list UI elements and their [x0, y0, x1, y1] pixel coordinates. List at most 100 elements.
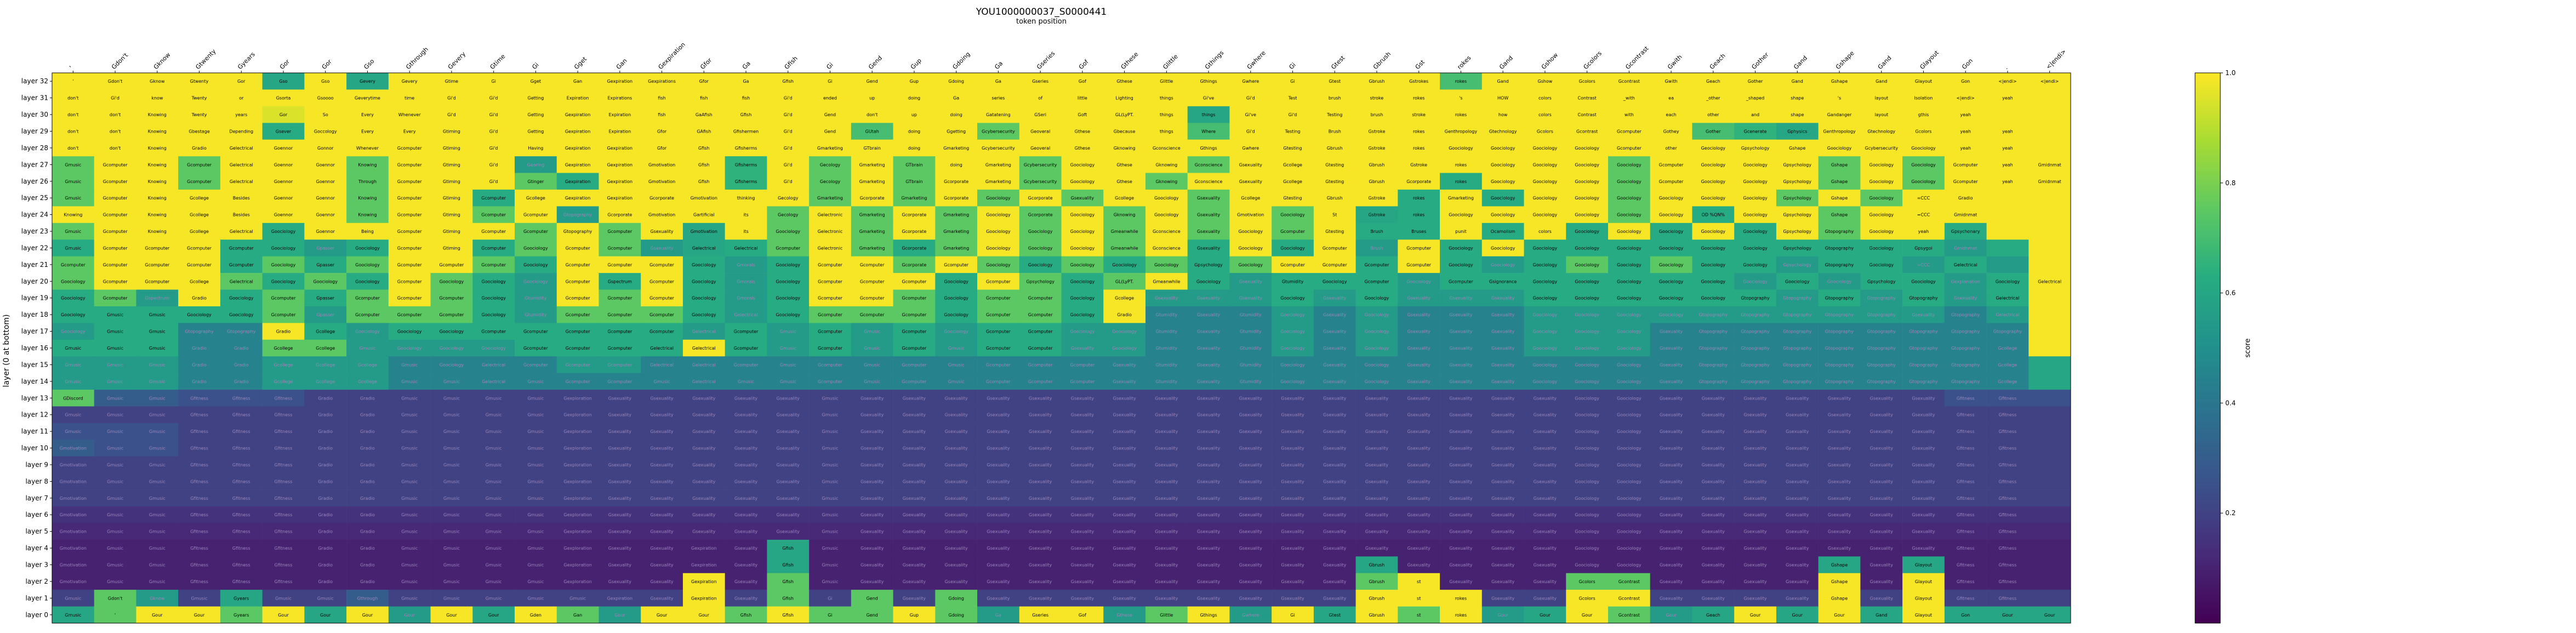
cell-token-label: Gfitness	[232, 579, 250, 584]
cell-token-label: Gsexuality	[1491, 296, 1514, 301]
cell-token-label: Gradio	[318, 446, 333, 451]
cell-token-label: Goociology	[1870, 162, 1894, 167]
cell-token-label: Goociology	[1827, 279, 1852, 284]
cell-token-label: GDiscord	[63, 396, 83, 401]
cell-token-label: Goociology	[1575, 396, 1599, 401]
heatmap-cell	[725, 106, 767, 123]
cell-token-label: Geoveral	[1030, 129, 1050, 134]
heatmap-cell	[1481, 106, 1524, 123]
x-tick-label: Gi	[1287, 61, 1297, 71]
heatmap-cell	[725, 223, 767, 240]
cell-token-label: Gsexuality	[1491, 563, 1514, 568]
heatmap-cell	[851, 189, 893, 207]
heatmap-cell	[1398, 156, 1440, 173]
cell-token-label: Goociology	[1870, 246, 1894, 250]
cell-token-label: Gsexuality	[692, 463, 715, 467]
cell-token-label: Gsexuality	[1828, 396, 1851, 401]
cell-token-label: HOW	[1497, 96, 1508, 101]
heatmap-cell	[1313, 173, 1356, 190]
heatmap-cell	[1902, 89, 1945, 107]
heatmap-cell	[136, 139, 179, 157]
cell-token-label: Gour	[1834, 613, 1845, 618]
heatmap-cell	[220, 106, 263, 123]
x-tick-label: rokes	[1456, 54, 1472, 71]
cell-token-label: Gtiming	[443, 229, 460, 234]
heatmap-cell	[599, 73, 641, 90]
cell-token-label: Goociology	[271, 263, 296, 267]
cell-token-label: Goociology	[1617, 196, 1642, 201]
cell-token-label: Gsexuality	[1323, 579, 1346, 584]
cell-token-label: Gtopography	[1783, 379, 1812, 384]
x-tick-label: Gon	[1961, 57, 1974, 71]
cell-token-label: yeah	[2002, 129, 2013, 134]
heatmap-cell	[1229, 106, 1272, 123]
cell-token-label: Goennor	[274, 179, 293, 184]
cell-token-label: Gsexuality	[1323, 296, 1346, 301]
cell-token-label: Gtopography	[1825, 362, 1854, 367]
cell-token-label: Gfitness	[190, 563, 208, 568]
heatmap-cell	[472, 256, 515, 273]
cell-token-label: Gi'd	[489, 112, 498, 117]
cell-token-label: Gelectronic	[818, 229, 843, 234]
cell-token-label: Gradio	[318, 546, 333, 551]
heatmap-cell	[220, 189, 263, 207]
cell-token-label: Goociology	[1743, 179, 1768, 184]
heatmap-cell	[94, 189, 136, 207]
cell-token-label: Goociology	[1533, 246, 1558, 250]
heatmap-cell	[430, 223, 473, 240]
heatmap-cell	[1776, 273, 1819, 290]
cell-token-label: Gradio	[360, 496, 375, 501]
cell-token-label: Goociology	[229, 296, 254, 301]
cell-token-label: Gsexuality	[1197, 463, 1220, 467]
cell-token-label: Gbrush	[1369, 162, 1385, 167]
cell-token-label: Gdon't	[108, 79, 123, 84]
cell-token-label: Gsexuality	[608, 463, 631, 467]
heatmap-cell	[388, 123, 431, 140]
cell-token-label: Gelectrical	[230, 146, 253, 151]
heatmap-cell	[304, 123, 347, 140]
cell-token-label: GTbrain	[905, 179, 922, 184]
cell-token-label: Goociology	[1617, 396, 1642, 401]
cell-token-label: Gcontrast	[1618, 579, 1640, 584]
cell-token-label: Gexploration	[563, 463, 591, 467]
cell-token-label: Gelectrical	[2038, 279, 2061, 284]
cell-token-label: Gmarketing	[943, 146, 969, 151]
cell-token-label: Gcollege	[190, 279, 209, 284]
cell-token-label: Gmusic	[107, 529, 123, 534]
cell-token-label: Gsexuality	[1281, 563, 1304, 568]
cell-token-label: rokes	[1413, 196, 1424, 201]
heatmap-cell	[1019, 273, 1062, 290]
heatmap-cell	[1608, 173, 1651, 190]
heatmap-cell	[1902, 206, 1945, 224]
heatmap-cell	[515, 173, 557, 190]
cell-token-label: don't	[67, 96, 78, 101]
heatmap-cell	[556, 273, 599, 290]
heatmap-cell	[725, 173, 767, 190]
heatmap-cell	[1313, 139, 1356, 157]
heatmap-cell	[725, 89, 767, 107]
cell-token-label: Gsexuality	[1197, 546, 1220, 551]
cell-token-label: Goociology	[1701, 229, 1726, 234]
cell-token-label: Gmarketing	[1448, 196, 1474, 201]
heatmap-cell	[178, 306, 221, 323]
cell-token-label: Gsexuality	[945, 479, 968, 484]
cell-token-label: Gsexuality	[860, 396, 884, 401]
cell-token-label: Gsexuality	[1281, 529, 1304, 534]
heatmap-cell	[893, 306, 936, 323]
cell-token-label: Goennor	[274, 196, 293, 201]
cell-token-label: Gcomputer	[103, 162, 128, 167]
cell-token-label: Gsexuality	[1323, 496, 1346, 501]
cell-token-label: Gsexuality	[1534, 446, 1557, 451]
cell-token-label: Gsexuality	[1828, 463, 1851, 467]
heatmap-cell	[1692, 189, 1735, 207]
cell-token-label: Gcomputer	[187, 263, 212, 267]
cell-token-label: Gsexuality	[1491, 446, 1514, 451]
heatmap-cell	[935, 189, 978, 207]
cell-token-label: Gfish	[698, 179, 709, 184]
cell-token-label: Gcomputer	[649, 329, 674, 334]
cell-token-label: Gsexuality	[1071, 579, 1094, 584]
cell-token-label: Gcolors	[1579, 579, 1595, 584]
heatmap-cell	[641, 173, 683, 190]
heatmap-cell	[767, 223, 810, 240]
cell-token-label: Gtopography	[1825, 229, 1854, 234]
